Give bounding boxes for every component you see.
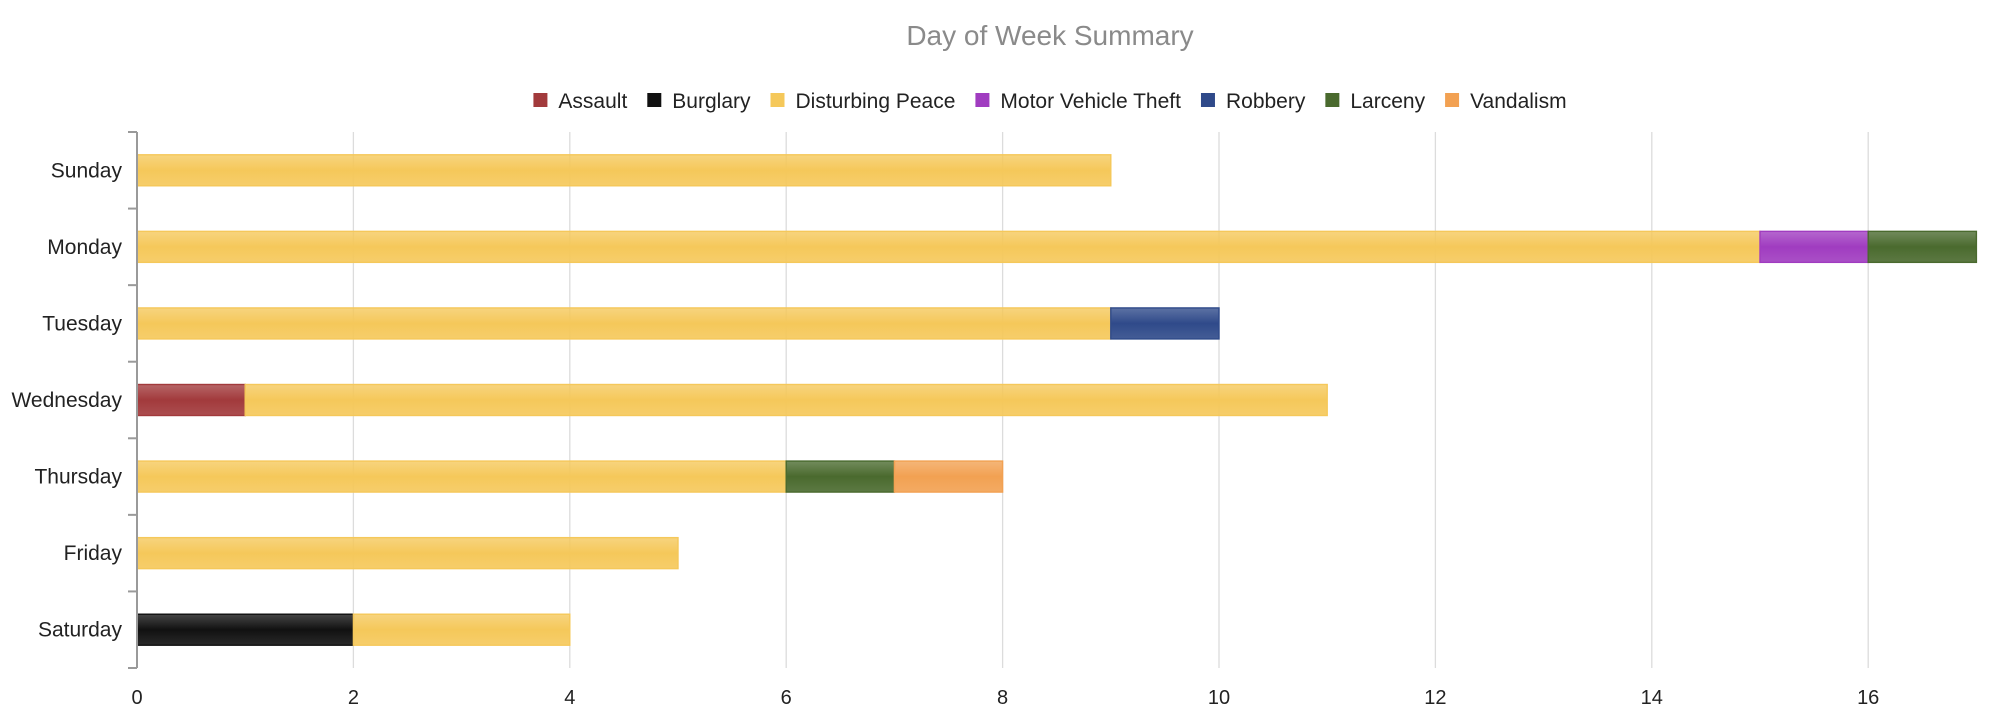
x-tick-4: 4 bbox=[564, 687, 575, 709]
category-label-thursday: Thursday bbox=[34, 466, 122, 489]
bar-wednesday-assault bbox=[136, 383, 246, 417]
bar-tuesday-disturbing-peace bbox=[136, 307, 1112, 340]
axes bbox=[128, 131, 138, 669]
legend-label-vandalism: Vandalism bbox=[1470, 90, 1567, 113]
bar-friday-disturbing-peace bbox=[136, 536, 679, 570]
category-label-monday: Monday bbox=[47, 236, 122, 259]
legend-label-assault: Assault bbox=[558, 90, 627, 113]
x-tick-8: 8 bbox=[997, 687, 1008, 709]
x-tick-14: 14 bbox=[1641, 687, 1663, 709]
category-label-sunday: Sunday bbox=[51, 159, 123, 182]
chart-title: Day of Week Summary bbox=[906, 20, 1193, 51]
x-tick-2: 2 bbox=[348, 687, 359, 709]
bar-wednesday-disturbing-peace bbox=[244, 383, 1328, 417]
legend-swatch-disturbing-peace bbox=[770, 93, 785, 107]
bar-thursday-larceny bbox=[785, 460, 896, 493]
bar-monday-motor-vehicle-theft bbox=[1759, 230, 1869, 264]
x-tick-16: 16 bbox=[1857, 687, 1879, 709]
category-label-wednesday: Wednesday bbox=[11, 389, 122, 412]
legend-label-burglary: Burglary bbox=[672, 90, 751, 113]
legend-label-larceny: Larceny bbox=[1350, 90, 1425, 113]
bar-saturday-burglary bbox=[136, 613, 355, 646]
legend-label-disturbing-peace: Disturbing Peace bbox=[796, 90, 956, 113]
x-tick-10: 10 bbox=[1208, 687, 1230, 709]
legend-label-robbery: Robbery bbox=[1226, 90, 1306, 113]
bar-tuesday-robbery bbox=[1110, 307, 1220, 340]
category-label-saturday: Saturday bbox=[38, 619, 123, 642]
bars bbox=[136, 154, 1978, 646]
category-label-tuesday: Tuesday bbox=[42, 312, 122, 335]
bar-thursday-vandalism bbox=[893, 460, 1004, 493]
legend-swatch-burglary bbox=[647, 93, 662, 107]
x-tick-0: 0 bbox=[131, 687, 142, 709]
legend-label-motor-vehicle-theft: Motor Vehicle Theft bbox=[1000, 90, 1181, 113]
x-tick-labels: 0 2 4 6 8 10 12 14 16 bbox=[131, 687, 1879, 709]
category-label-friday: Friday bbox=[64, 542, 123, 565]
bar-monday-disturbing-peace bbox=[136, 230, 1761, 264]
bar-monday-larceny bbox=[1867, 230, 1978, 264]
legend-swatch-robbery bbox=[1200, 93, 1215, 107]
category-labels: Sunday Monday Tuesday Wednesday Thursday Frid… bbox=[11, 159, 122, 641]
bar-thursday-disturbing-peace bbox=[136, 460, 787, 493]
legend-swatch-larceny bbox=[1325, 93, 1340, 107]
legend-swatch-vandalism bbox=[1445, 93, 1460, 107]
legend-swatch-assault bbox=[533, 93, 548, 107]
bar-saturday-disturbing-peace bbox=[352, 613, 571, 646]
legend-swatch-motor-vehicle-theft bbox=[975, 93, 990, 107]
legend: Assault Burglary Disturbing Peace Motor Veh… bbox=[533, 90, 1567, 113]
x-tick-12: 12 bbox=[1424, 687, 1446, 709]
x-tick-6: 6 bbox=[781, 687, 792, 709]
bar-sunday-disturbing-peace bbox=[136, 154, 1112, 187]
